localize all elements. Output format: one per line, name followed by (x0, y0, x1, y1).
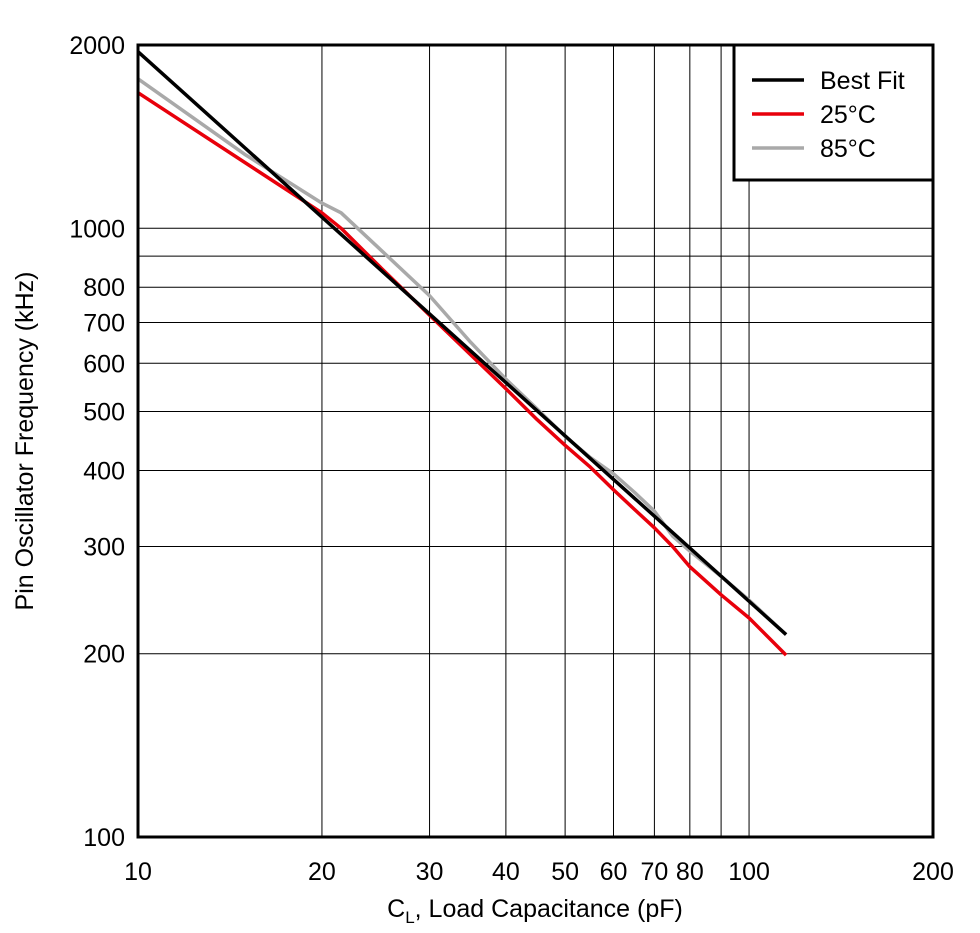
x-axis-label-main: C (387, 895, 405, 923)
y-tick-label-300: 300 (83, 534, 125, 562)
plot-frame (136, 43, 935, 839)
y-tick-label-600: 600 (83, 350, 125, 378)
y-tick-label-700: 700 (83, 310, 125, 338)
series-line-best-fit (136, 50, 788, 636)
x-tick-label-20: 20 (308, 858, 336, 886)
x-tick-label-40: 40 (492, 858, 520, 886)
y-tick-label-400: 400 (83, 457, 125, 485)
series-line-85-c (136, 77, 788, 636)
y-tick-label-800: 800 (83, 274, 125, 302)
x-axis-label-subscript: L (405, 908, 414, 927)
x-tick-label-70: 70 (640, 858, 668, 886)
y-tick-label-2000: 2000 (69, 32, 125, 60)
x-tick-label-30: 30 (416, 858, 444, 886)
x-axis-label-rest: , Load Capacitance (pF) (415, 895, 683, 923)
series-line-25-c (137, 91, 788, 657)
x-tick-label-60: 60 (600, 858, 628, 886)
legend-label-best-fit: Best Fit (820, 67, 905, 95)
y-tick-label-1000: 1000 (69, 215, 125, 243)
x-tick-label-200: 200 (912, 858, 954, 886)
data-series (136, 50, 788, 657)
legend-label-25-c: 25°C (820, 101, 876, 129)
x-tick-label-100: 100 (728, 858, 770, 886)
y-tick-label-500: 500 (83, 399, 125, 427)
legend-label-85-c: 85°C (820, 135, 876, 163)
x-tick-label-10: 10 (124, 858, 152, 886)
legend: Best Fit 25°C 85°C (732, 43, 935, 182)
x-tick-label-50: 50 (551, 858, 579, 886)
y-tick-label-100: 100 (83, 824, 125, 852)
x-axis-label: CL, Load Capacitance (pF) (387, 895, 683, 927)
x-tick-label-80: 80 (676, 858, 704, 886)
tick-labels: 10 20 30 40 50 60 70 80 100 200 100 200 300 400 500 600… (69, 32, 953, 886)
y-tick-label-200: 200 (83, 641, 125, 669)
y-axis-label: Pin Oscillator Frequency (kHz) (11, 272, 39, 611)
